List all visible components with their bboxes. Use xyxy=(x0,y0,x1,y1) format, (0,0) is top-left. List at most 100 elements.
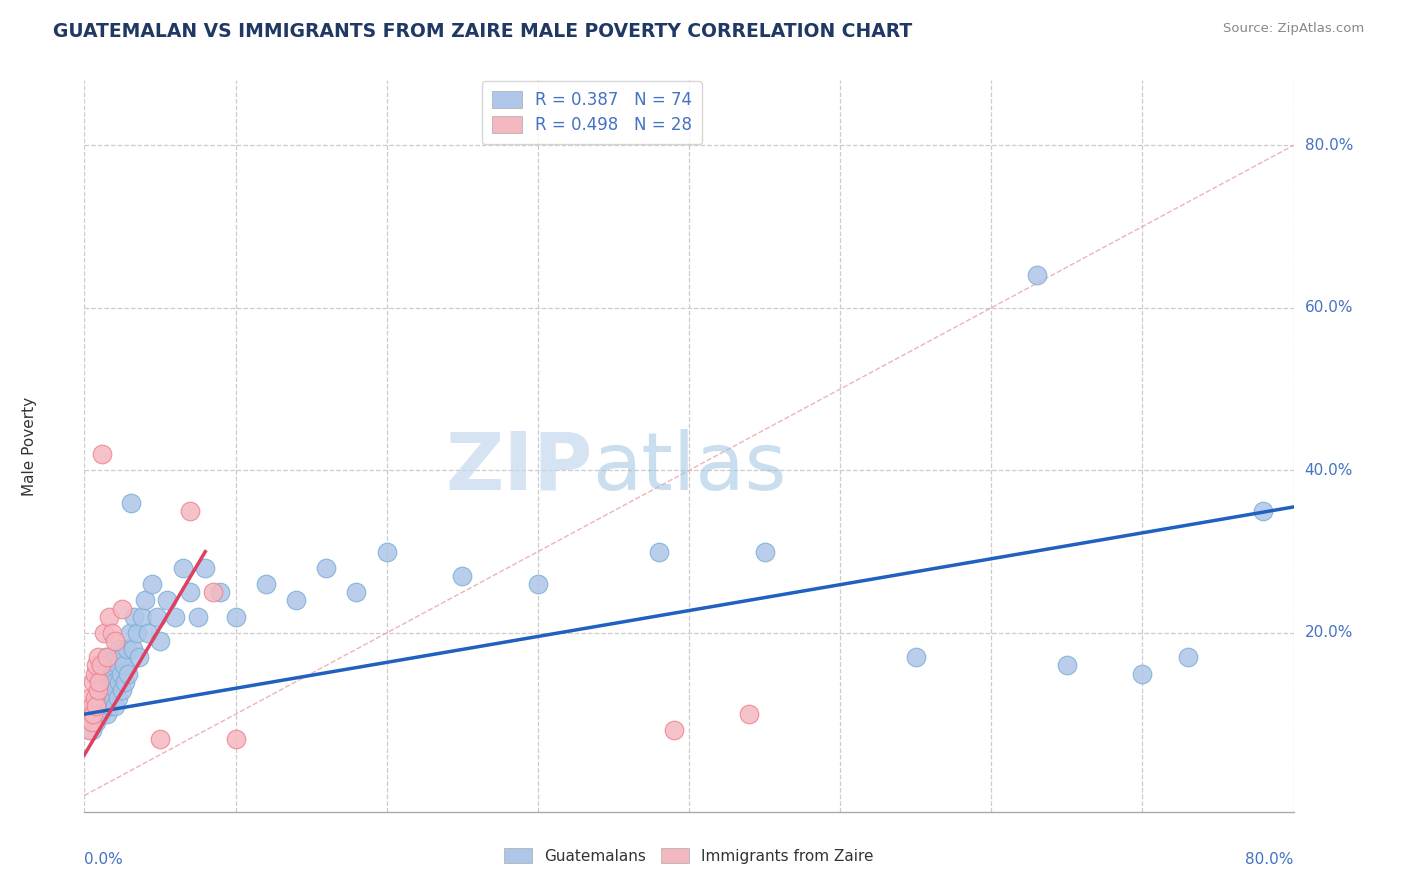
Point xyxy=(187,609,209,624)
Point xyxy=(1177,650,1199,665)
Point xyxy=(107,658,129,673)
Point xyxy=(127,626,149,640)
Point xyxy=(87,682,110,697)
Point xyxy=(98,699,121,714)
Point xyxy=(1025,268,1047,283)
Point xyxy=(107,690,129,705)
Point xyxy=(91,682,114,697)
Point xyxy=(96,707,118,722)
Point xyxy=(89,674,111,689)
Text: 20.0%: 20.0% xyxy=(1305,625,1353,640)
Text: GUATEMALAN VS IMMIGRANTS FROM ZAIRE MALE POVERTY CORRELATION CHART: GUATEMALAN VS IMMIGRANTS FROM ZAIRE MALE… xyxy=(53,22,912,41)
Point xyxy=(105,650,128,665)
Point xyxy=(101,666,124,681)
Point xyxy=(86,658,108,673)
Point xyxy=(112,658,135,673)
Point xyxy=(254,577,277,591)
Point xyxy=(101,690,124,705)
Point xyxy=(149,731,172,746)
Point xyxy=(91,447,114,461)
Point xyxy=(121,642,143,657)
Point xyxy=(82,674,104,689)
Point xyxy=(527,577,550,591)
Point xyxy=(94,650,117,665)
Point xyxy=(87,650,110,665)
Point xyxy=(115,642,138,657)
Point xyxy=(96,658,118,673)
Point xyxy=(100,626,122,640)
Text: 60.0%: 60.0% xyxy=(1305,301,1353,316)
Point xyxy=(172,561,194,575)
Point xyxy=(77,723,100,738)
Point xyxy=(131,609,153,624)
Point xyxy=(84,707,107,722)
Point xyxy=(225,731,247,746)
Point xyxy=(904,650,927,665)
Point xyxy=(97,609,120,624)
Point xyxy=(90,658,112,673)
Text: 80.0%: 80.0% xyxy=(1246,852,1294,867)
Text: 40.0%: 40.0% xyxy=(1305,463,1353,478)
Point xyxy=(108,674,131,689)
Point xyxy=(209,585,232,599)
Point xyxy=(754,544,776,558)
Point xyxy=(285,593,308,607)
Point xyxy=(80,699,103,714)
Point xyxy=(111,601,134,615)
Point xyxy=(86,699,108,714)
Text: Male Poverty: Male Poverty xyxy=(22,396,38,496)
Text: atlas: atlas xyxy=(592,429,786,507)
Point xyxy=(104,699,127,714)
Point xyxy=(156,593,179,607)
Text: Source: ZipAtlas.com: Source: ZipAtlas.com xyxy=(1223,22,1364,36)
Point xyxy=(114,674,136,689)
Text: 80.0%: 80.0% xyxy=(1305,137,1353,153)
Point xyxy=(96,650,118,665)
Text: 0.0%: 0.0% xyxy=(84,852,124,867)
Point xyxy=(375,544,398,558)
Point xyxy=(79,690,101,705)
Point xyxy=(87,690,110,705)
Point xyxy=(194,561,217,575)
Point xyxy=(97,690,120,705)
Point xyxy=(89,699,111,714)
Point xyxy=(662,723,685,738)
Point xyxy=(225,609,247,624)
Point xyxy=(149,634,172,648)
Point xyxy=(91,658,114,673)
Point xyxy=(118,626,141,640)
Point xyxy=(1056,658,1078,673)
Point xyxy=(201,585,224,599)
Point xyxy=(179,504,201,518)
Point xyxy=(146,609,169,624)
Legend: Guatemalans, Immigrants from Zaire: Guatemalans, Immigrants from Zaire xyxy=(498,842,880,870)
Point xyxy=(104,674,127,689)
Point xyxy=(104,634,127,648)
Point xyxy=(108,642,131,657)
Point xyxy=(94,699,117,714)
Point xyxy=(105,682,128,697)
Point xyxy=(97,666,120,681)
Point xyxy=(86,715,108,730)
Point xyxy=(93,626,115,640)
Point xyxy=(122,609,145,624)
Point xyxy=(100,682,122,697)
Point xyxy=(93,690,115,705)
Point xyxy=(111,682,134,697)
Point xyxy=(315,561,337,575)
Point xyxy=(100,658,122,673)
Point xyxy=(84,666,107,681)
Point xyxy=(96,682,118,697)
Point xyxy=(134,593,156,607)
Point xyxy=(84,690,107,705)
Point xyxy=(165,609,187,624)
Point xyxy=(648,544,671,558)
Point xyxy=(1130,666,1153,681)
Point xyxy=(79,707,101,722)
Point xyxy=(90,707,112,722)
Point xyxy=(136,626,159,640)
Point xyxy=(128,650,150,665)
Point xyxy=(80,715,103,730)
Point xyxy=(89,666,111,681)
Point xyxy=(80,723,103,738)
